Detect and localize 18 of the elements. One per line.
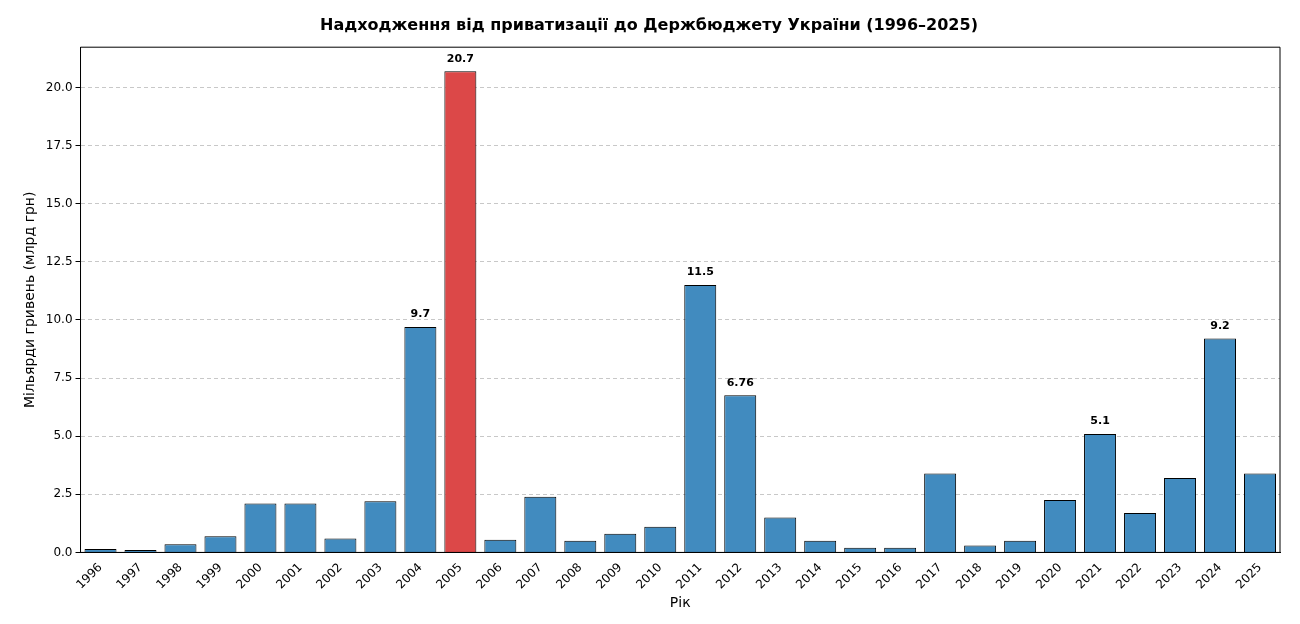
y-tick-label: 5.0 xyxy=(53,428,73,443)
data-label: 9.2 xyxy=(1210,318,1230,332)
data-label: 20.7 xyxy=(446,51,474,65)
y-tick-label: 7.5 xyxy=(53,370,73,385)
y-tick-label: 12.5 xyxy=(45,253,73,268)
x-axis-title: Рік xyxy=(669,594,691,611)
y-tick-label: 17.5 xyxy=(45,137,73,152)
data-label: 6.76 xyxy=(726,375,755,389)
data-label: 11.5 xyxy=(686,265,714,279)
y-tick-label: 2.5 xyxy=(53,486,73,501)
y-tick-label: 20.0 xyxy=(45,79,73,94)
data-label: 9.7 xyxy=(410,307,431,321)
data-label: 5.1 xyxy=(1090,414,1110,428)
y-tick-label: 10.0 xyxy=(45,312,73,327)
chart-title: Надходження від приватизації до Держбюджету України (1996–2025) xyxy=(320,14,978,34)
y-axis-title: Мільярди гривень (млрд грн) xyxy=(21,191,38,409)
y-tick-label: 0.0 xyxy=(53,544,73,559)
y-tick-label: 15.0 xyxy=(45,195,73,210)
